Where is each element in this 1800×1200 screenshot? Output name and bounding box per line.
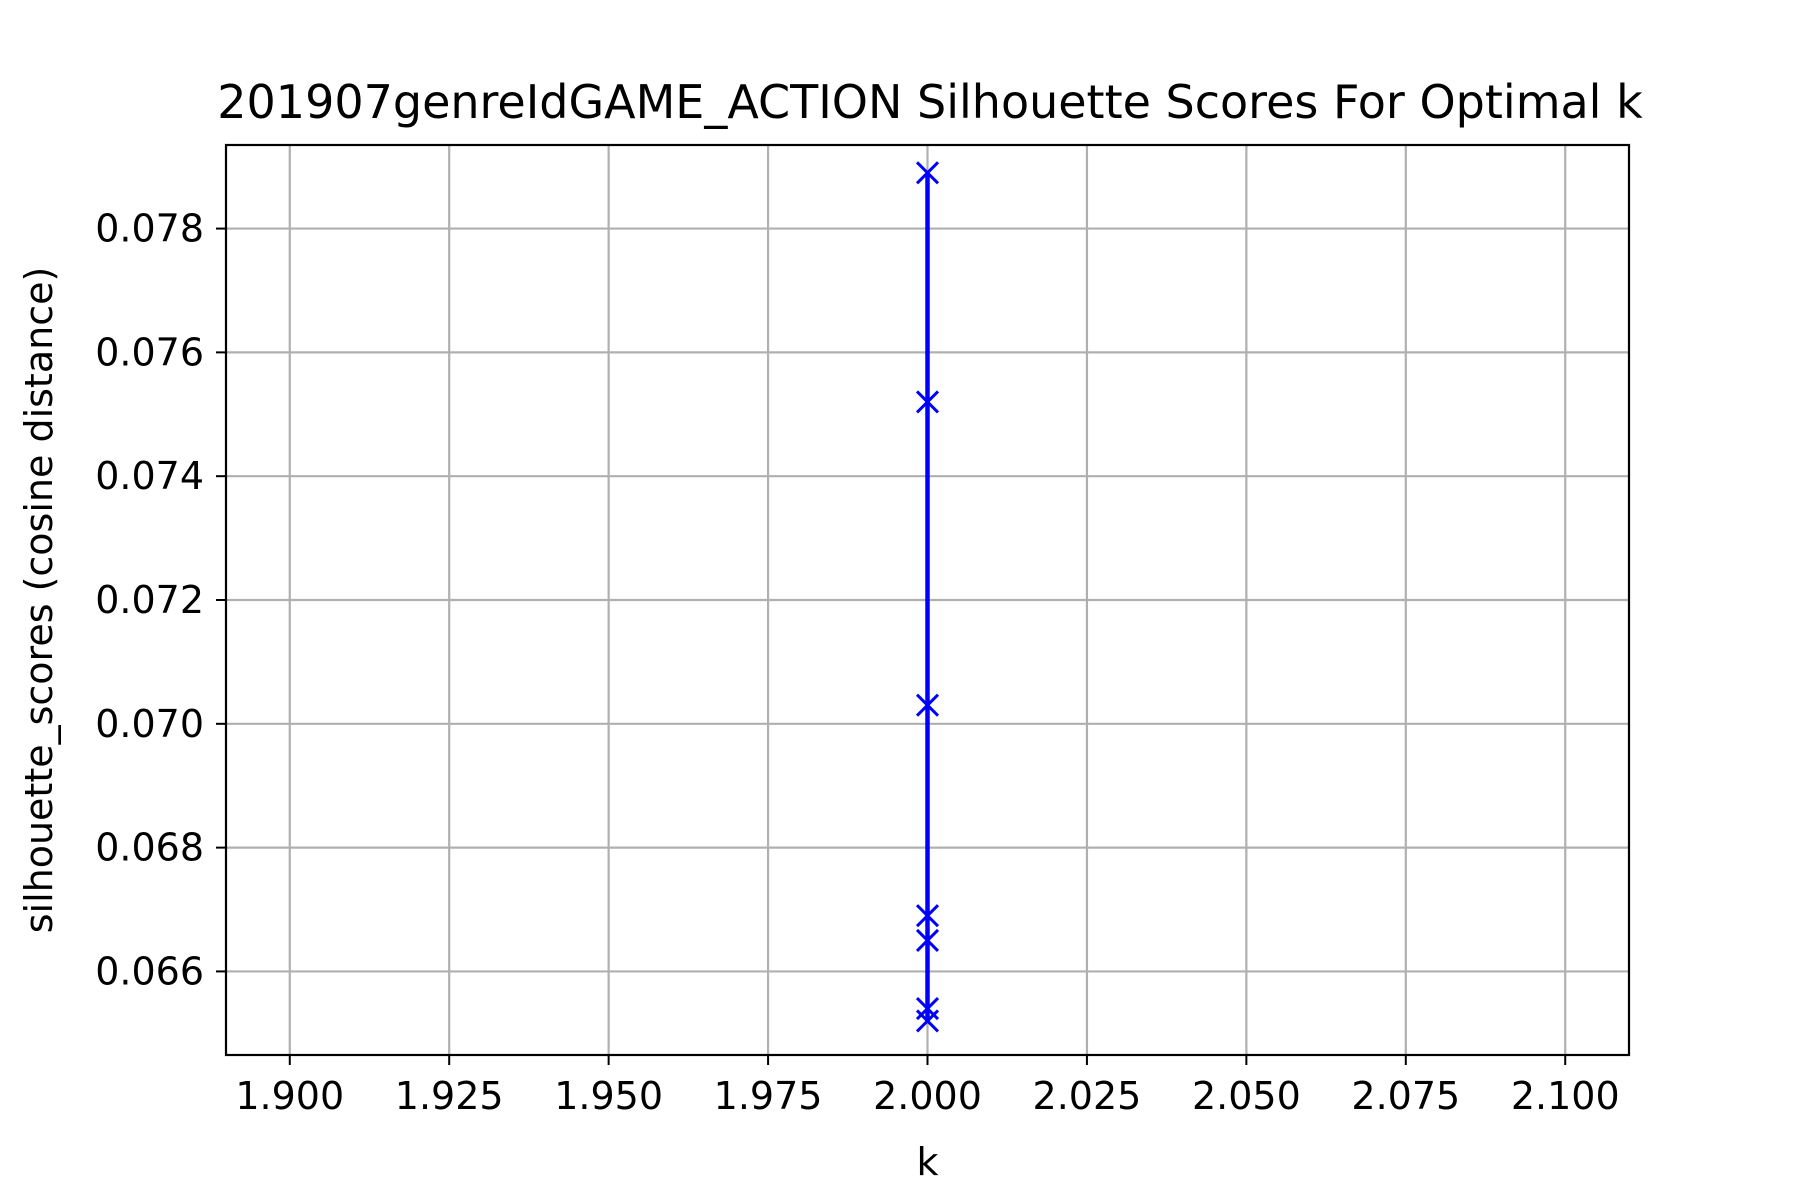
series-layer (915, 161, 940, 1033)
chart-title: 201907genreIdGAME_ACTION Silhouette Scor… (217, 75, 1643, 129)
y-tick-label: 0.070 (95, 702, 204, 746)
y-tick-label: 0.076 (95, 330, 204, 374)
data-point-marker (915, 390, 940, 414)
y-tick-label: 0.066 (95, 949, 204, 993)
x-tick-label: 1.975 (714, 1074, 823, 1118)
data-point-marker (915, 904, 940, 928)
x-axis-label: k (916, 1140, 938, 1184)
axis-ticks: 1.900 1.925 1.950 1.975 2.000 2.025 2.050 2.075… (95, 207, 1619, 1118)
x-tick-label: 2.075 (1351, 1074, 1460, 1118)
x-tick-label: 1.900 (235, 1074, 344, 1118)
y-axis-label: silhouette_scores (cosine distance) (17, 267, 61, 934)
data-point-marker (915, 161, 940, 185)
y-tick-label: 0.078 (95, 207, 204, 251)
x-tick-label: 2.025 (1033, 1074, 1142, 1118)
x-tick-label: 1.925 (395, 1074, 504, 1118)
data-point-marker (915, 1009, 940, 1033)
data-point-marker (915, 928, 940, 953)
data-point-marker (915, 693, 940, 717)
y-tick-label: 0.068 (95, 826, 204, 870)
y-tick-label: 0.074 (95, 454, 204, 498)
y-tick-label: 0.072 (95, 578, 204, 622)
x-tick-label: 2.100 (1511, 1074, 1620, 1118)
x-tick-label: 1.950 (554, 1074, 663, 1118)
x-tick-label: 2.050 (1192, 1074, 1301, 1118)
x-tick-label: 2.000 (873, 1074, 982, 1118)
